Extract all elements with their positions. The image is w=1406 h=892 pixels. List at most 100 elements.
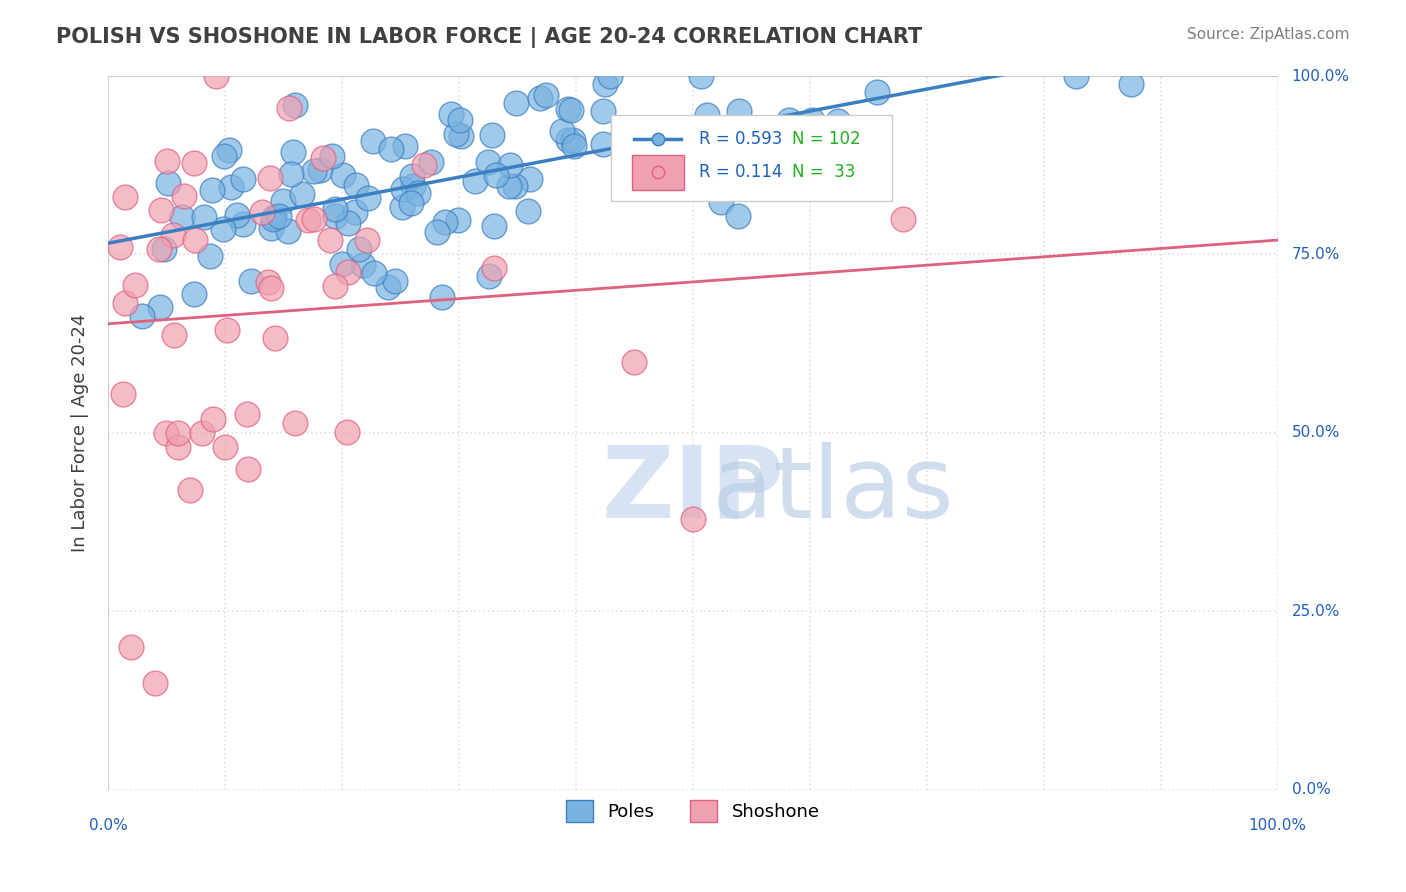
- Y-axis label: In Labor Force | Age 20-24: In Labor Force | Age 20-24: [72, 314, 89, 552]
- Poles: [477, 155, 499, 169]
- Text: POLISH VS SHOSHONE IN LABOR FORCE | AGE 20-24 CORRELATION CHART: POLISH VS SHOSHONE IN LABOR FORCE | AGE …: [56, 27, 922, 48]
- Text: 25.0%: 25.0%: [1292, 604, 1340, 619]
- Poles: [696, 108, 718, 122]
- Poles: [505, 96, 527, 111]
- Poles: [392, 181, 415, 195]
- Poles: [529, 90, 551, 104]
- Poles: [219, 180, 242, 194]
- Poles: [361, 134, 384, 148]
- Point: [482, 260, 505, 275]
- Poles: [534, 88, 557, 103]
- Point: [162, 227, 184, 242]
- Poles: [153, 242, 176, 256]
- Poles: [394, 138, 416, 153]
- Text: N =  33: N = 33: [793, 163, 856, 181]
- Poles: [302, 163, 325, 178]
- Poles: [193, 210, 215, 224]
- Poles: [595, 77, 617, 91]
- Point: [149, 203, 172, 218]
- Point: [163, 327, 186, 342]
- Poles: [517, 203, 540, 218]
- Poles: [183, 286, 205, 301]
- Poles: [560, 103, 582, 117]
- Poles: [485, 168, 508, 182]
- Poles: [337, 216, 360, 230]
- Shoshone: [238, 461, 260, 475]
- Text: Source: ZipAtlas.com: Source: ZipAtlas.com: [1187, 27, 1350, 42]
- Point: [647, 132, 669, 146]
- Text: 100.0%: 100.0%: [1292, 69, 1350, 84]
- Text: 75.0%: 75.0%: [1292, 247, 1340, 262]
- Poles: [391, 200, 413, 214]
- Point: [108, 240, 131, 254]
- Poles: [562, 133, 585, 147]
- Poles: [330, 257, 353, 271]
- Point: [112, 386, 135, 401]
- Poles: [1064, 69, 1087, 83]
- Point: [184, 233, 207, 247]
- Poles: [352, 258, 374, 272]
- Poles: [325, 209, 347, 223]
- Poles: [321, 149, 343, 163]
- Shoshone: [143, 676, 166, 690]
- Poles: [727, 209, 749, 223]
- Poles: [232, 171, 254, 186]
- Poles: [426, 225, 449, 239]
- Shoshone: [179, 483, 201, 497]
- Poles: [332, 168, 354, 182]
- Shoshone: [893, 211, 915, 226]
- Poles: [309, 163, 332, 178]
- Point: [114, 295, 136, 310]
- FancyBboxPatch shape: [612, 115, 891, 201]
- Poles: [201, 183, 224, 197]
- Poles: [627, 124, 650, 138]
- Text: N = 102: N = 102: [793, 130, 860, 148]
- Point: [114, 190, 136, 204]
- Poles: [240, 274, 263, 288]
- Poles: [499, 157, 522, 171]
- Point: [277, 101, 299, 115]
- Poles: [721, 128, 744, 143]
- Text: 0.0%: 0.0%: [89, 819, 128, 833]
- Poles: [519, 171, 541, 186]
- Poles: [710, 195, 733, 210]
- Point: [412, 158, 434, 172]
- Poles: [271, 194, 294, 208]
- Poles: [357, 191, 380, 205]
- Poles: [280, 167, 302, 181]
- Point: [356, 234, 378, 248]
- Poles: [157, 177, 180, 191]
- Point: [647, 165, 669, 179]
- Text: R = 0.114: R = 0.114: [699, 163, 782, 181]
- Point: [259, 171, 281, 186]
- Poles: [149, 300, 172, 314]
- FancyBboxPatch shape: [633, 155, 683, 189]
- Point: [124, 278, 146, 293]
- Point: [302, 212, 325, 227]
- Point: [257, 276, 280, 290]
- Poles: [344, 178, 367, 193]
- Point: [183, 156, 205, 170]
- Poles: [557, 103, 579, 117]
- Point: [297, 212, 319, 227]
- Point: [215, 323, 238, 337]
- Poles: [343, 205, 366, 219]
- Poles: [363, 266, 385, 280]
- Poles: [696, 138, 718, 153]
- Poles: [212, 222, 235, 236]
- Text: 0.0%: 0.0%: [1292, 782, 1330, 797]
- Poles: [430, 290, 453, 304]
- Point: [337, 265, 360, 279]
- Legend: Poles, Shoshone: Poles, Shoshone: [557, 791, 830, 830]
- Shoshone: [214, 440, 236, 454]
- Point: [312, 152, 335, 166]
- Point: [205, 69, 228, 83]
- Text: 50.0%: 50.0%: [1292, 425, 1340, 441]
- Poles: [347, 243, 370, 257]
- Poles: [449, 112, 471, 127]
- Poles: [232, 217, 254, 231]
- Poles: [599, 69, 621, 83]
- Poles: [778, 112, 800, 127]
- Poles: [277, 224, 299, 238]
- Poles: [402, 179, 425, 194]
